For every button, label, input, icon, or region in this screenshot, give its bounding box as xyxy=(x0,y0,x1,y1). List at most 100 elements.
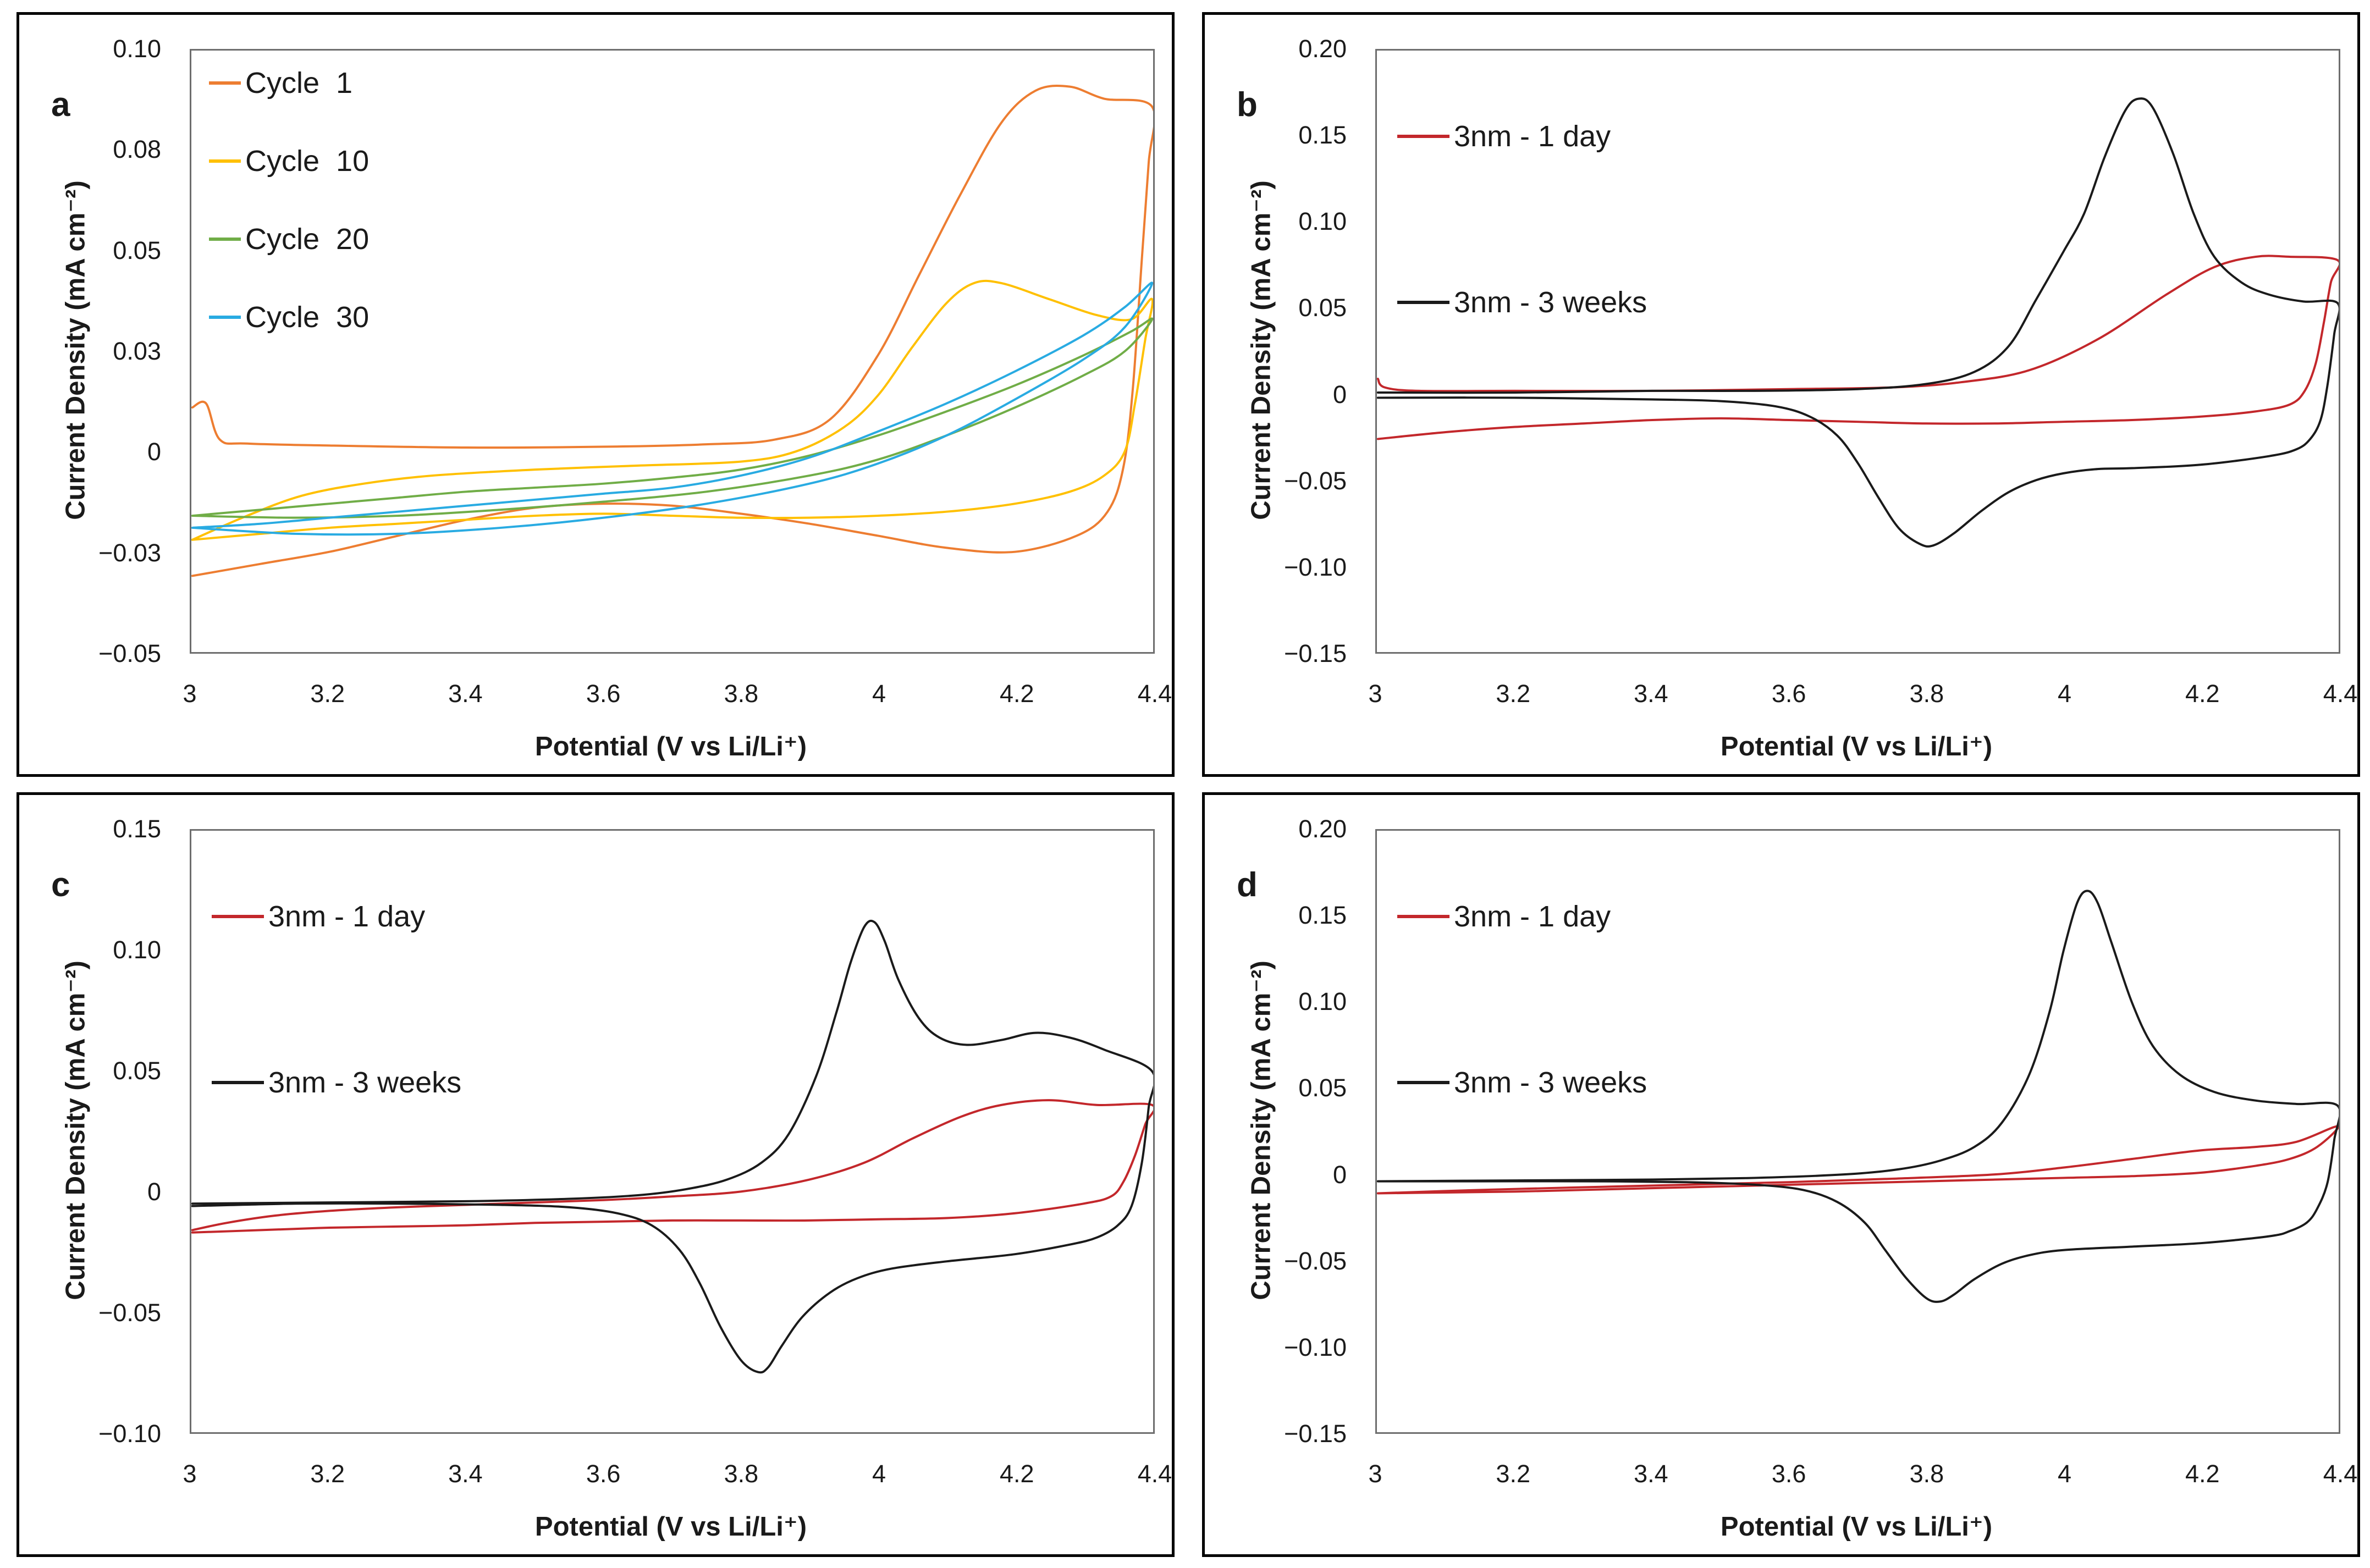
legend-label: 3nm - 3 weeks xyxy=(1454,1066,1647,1099)
y-tick-label: −0.15 xyxy=(1284,1420,1347,1448)
x-tick-label: 3 xyxy=(183,1460,197,1488)
y-tick-label: 0.10 xyxy=(113,936,161,964)
y-tick-label: 0.20 xyxy=(1298,35,1347,63)
legend-label: Cycle 20 xyxy=(245,223,370,256)
x-axis-title: Potential (V vs Li/Li⁺) xyxy=(1720,732,1993,761)
panel-b: b Current Density (mA cm⁻²) 0.20 0.15 0.10… xyxy=(1202,12,2360,777)
x-tick-label: 3.2 xyxy=(1496,1460,1530,1488)
legend-item: 3nm - 3 weeks xyxy=(1397,285,1647,319)
x-tick-label: 3.2 xyxy=(310,680,345,708)
y-tick-label: 0.20 xyxy=(1298,815,1347,843)
legend-label: Cycle 10 xyxy=(245,145,370,178)
y-tick-label: −0.05 xyxy=(98,1299,161,1327)
panel-label-a: a xyxy=(51,86,70,124)
cv-curve-3nm-1-day xyxy=(191,1099,1153,1234)
legend-item: 3nm - 3 weeks xyxy=(212,1065,461,1100)
x-axis-title: Potential (V vs Li/Li⁺) xyxy=(1720,1512,1993,1542)
legend-swatch-line xyxy=(209,159,241,163)
y-tick-label: 0.08 xyxy=(113,135,161,164)
x-tick-label: 3.6 xyxy=(586,1460,621,1488)
x-tick-label: 3.2 xyxy=(1496,680,1530,708)
y-axis-title: Current Density (mA cm⁻²) xyxy=(60,960,91,1300)
cv-curve-3nm-3-weeks xyxy=(1377,97,2339,548)
y-tick-label: 0.10 xyxy=(1298,207,1347,236)
legend-item: 3nm - 1 day xyxy=(1397,119,1611,153)
x-tick-label: 3.4 xyxy=(1634,680,1668,708)
legend-item: 3nm - 1 day xyxy=(212,899,425,934)
x-tick-label: 3.8 xyxy=(724,680,759,708)
y-tick-label: 0.15 xyxy=(113,815,161,843)
x-tick-label: 3.4 xyxy=(448,1460,483,1488)
panel-a: a Current Density (mA cm⁻²) 0.10 0.08 0.05… xyxy=(16,12,1175,777)
x-axis-title: Potential (V vs Li/Li⁺) xyxy=(534,732,807,761)
legend-swatch-line xyxy=(212,915,264,918)
y-tick-label: 0 xyxy=(1332,1160,1347,1189)
x-tick-label: 3 xyxy=(1368,680,1382,708)
legend-swatch-line xyxy=(1397,915,1449,918)
legend-swatch-line xyxy=(212,1081,264,1084)
panel-d: d Current Density (mA cm⁻²) 0.20 0.15 0.10… xyxy=(1202,792,2360,1557)
x-tick-label: 3 xyxy=(1368,1460,1382,1488)
legend-swatch-line xyxy=(1397,301,1449,304)
y-tick-label: −0.03 xyxy=(98,538,161,567)
x-tick-label: 3.6 xyxy=(1771,1460,1806,1488)
panel-label-b: b xyxy=(1237,86,1258,124)
x-tick-label: 4.4 xyxy=(2323,680,2358,708)
plot-area xyxy=(190,829,1155,1434)
legend-label: 3nm - 3 weeks xyxy=(268,1066,462,1099)
x-tick-label: 3.6 xyxy=(586,680,621,708)
x-tick-label: 3.8 xyxy=(724,1460,759,1488)
legend-swatch-line xyxy=(1397,135,1449,138)
x-tick-label: 4.4 xyxy=(1137,1460,1172,1488)
y-tick-label: 0.10 xyxy=(1298,987,1347,1016)
legend-swatch-line xyxy=(1397,1081,1449,1084)
cv-curve-cycle-1 xyxy=(191,85,1153,577)
y-tick-label: −0.15 xyxy=(1284,639,1347,667)
cv-curve-3nm-1-day xyxy=(1377,1125,2339,1195)
legend-item: Cycle 20 xyxy=(209,222,369,256)
y-tick-label: 0.10 xyxy=(113,35,161,63)
y-tick-label: −0.05 xyxy=(1284,1246,1347,1275)
legend-label: Cycle 30 xyxy=(245,301,370,334)
legend-item: 3nm - 1 day xyxy=(1397,899,1611,934)
legend-item: Cycle 1 xyxy=(209,66,352,100)
y-tick-label: 0.03 xyxy=(113,337,161,365)
y-tick-label: 0.05 xyxy=(1298,294,1347,322)
legend-label: Cycle 1 xyxy=(245,67,353,100)
x-tick-label: 3.2 xyxy=(310,1460,345,1488)
x-tick-label: 4.2 xyxy=(2185,1460,2220,1488)
legend-item: 3nm - 3 weeks xyxy=(1397,1065,1647,1100)
x-tick-label: 4.2 xyxy=(1000,680,1034,708)
y-tick-label: −0.05 xyxy=(98,639,161,667)
legend-item: Cycle 10 xyxy=(209,144,369,178)
x-axis-title: Potential (V vs Li/Li⁺) xyxy=(534,1512,807,1542)
y-tick-label: 0.05 xyxy=(1298,1074,1347,1102)
y-tick-label: 0.05 xyxy=(113,236,161,264)
y-tick-label: −0.10 xyxy=(1284,553,1347,581)
cv-curve-3nm-3-weeks xyxy=(191,919,1153,1374)
legend-label: 3nm - 1 day xyxy=(1454,900,1611,933)
panel-c: c Current Density (mA cm⁻²) 0.15 0.10 0.05… xyxy=(16,792,1175,1557)
x-tick-label: 4.2 xyxy=(1000,1460,1034,1488)
plot-area xyxy=(1375,49,2340,654)
panel-label-d: d xyxy=(1237,866,1258,904)
legend-label: 3nm - 3 weeks xyxy=(1454,286,1647,319)
x-tick-label: 4.4 xyxy=(1137,680,1172,708)
y-tick-label: −0.05 xyxy=(1284,466,1347,495)
x-tick-label: 4.2 xyxy=(2185,680,2220,708)
y-tick-label: 0 xyxy=(147,1178,161,1206)
cv-curve-cycle-10 xyxy=(191,279,1153,541)
x-tick-label: 4 xyxy=(872,1460,886,1488)
x-tick-label: 4 xyxy=(2058,1460,2072,1488)
plot-area xyxy=(190,49,1155,654)
cv-curve-cycle-20 xyxy=(191,317,1153,519)
x-tick-label: 4.4 xyxy=(2323,1460,2358,1488)
cv-curve-cycle-30 xyxy=(191,281,1153,536)
x-tick-label: 3.4 xyxy=(448,680,483,708)
x-tick-label: 3.4 xyxy=(1634,1460,1668,1488)
y-tick-label: 0.15 xyxy=(1298,121,1347,150)
x-tick-label: 3 xyxy=(183,680,197,708)
y-tick-label: 0 xyxy=(1332,380,1347,408)
y-tick-label: −0.10 xyxy=(1284,1333,1347,1361)
y-tick-label: 0 xyxy=(147,438,161,466)
